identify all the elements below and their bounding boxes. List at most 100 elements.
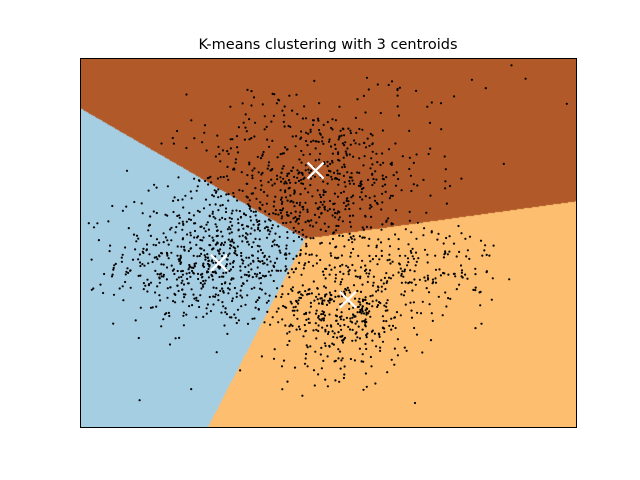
data-point — [221, 235, 224, 238]
data-point — [366, 302, 369, 305]
data-point — [241, 262, 244, 265]
data-point — [394, 233, 397, 236]
data-point — [162, 263, 165, 266]
data-point — [370, 330, 373, 333]
data-point — [340, 134, 343, 137]
data-point — [466, 249, 469, 252]
data-point — [356, 289, 359, 293]
data-point — [322, 273, 325, 276]
data-point — [279, 189, 282, 192]
data-point — [349, 143, 352, 146]
data-point — [207, 228, 210, 231]
data-point — [481, 254, 484, 257]
data-point — [324, 328, 327, 331]
data-point — [470, 78, 473, 81]
data-point — [328, 297, 332, 300]
data-point — [214, 203, 217, 206]
data-point — [283, 182, 286, 185]
data-point — [280, 295, 283, 299]
data-point — [240, 254, 243, 257]
data-point — [366, 332, 369, 335]
data-point — [217, 299, 220, 302]
data-point — [240, 251, 243, 255]
data-point — [413, 270, 416, 273]
data-point — [383, 304, 386, 307]
data-point — [182, 222, 185, 225]
data-point — [322, 319, 325, 322]
data-point — [361, 307, 364, 310]
data-point — [444, 168, 447, 171]
data-point — [386, 371, 389, 374]
data-point — [393, 347, 396, 350]
data-point — [202, 315, 205, 318]
data-point — [510, 64, 513, 67]
data-point — [190, 388, 193, 391]
data-point — [230, 212, 233, 215]
data-point — [309, 169, 313, 172]
data-point — [182, 283, 186, 286]
data-point — [217, 188, 220, 191]
data-point — [277, 307, 280, 310]
data-point — [265, 258, 269, 261]
data-point — [214, 223, 217, 226]
data-point — [484, 244, 487, 247]
data-point — [452, 242, 456, 245]
data-point — [298, 214, 301, 217]
data-point — [323, 295, 327, 298]
data-point — [290, 288, 293, 291]
data-point — [308, 171, 311, 174]
data-point — [254, 121, 257, 124]
data-point — [206, 253, 209, 256]
data-point — [267, 299, 270, 302]
data-point — [281, 293, 284, 296]
data-point — [349, 132, 352, 135]
data-point — [227, 287, 230, 290]
data-point — [284, 189, 287, 192]
data-point — [448, 184, 452, 188]
data-point — [216, 177, 219, 180]
data-point — [299, 201, 302, 204]
data-point — [314, 147, 317, 150]
data-point — [364, 318, 367, 321]
data-point — [320, 319, 323, 322]
data-point — [228, 288, 231, 291]
data-point — [281, 285, 284, 288]
data-point — [239, 289, 242, 292]
data-point — [259, 188, 262, 191]
data-point — [369, 167, 372, 170]
data-point — [254, 214, 257, 217]
data-point — [125, 205, 128, 208]
data-point — [325, 173, 329, 177]
data-point — [258, 287, 262, 290]
data-point — [142, 247, 145, 250]
data-point — [381, 315, 384, 318]
data-point — [357, 254, 360, 257]
data-point — [353, 359, 356, 362]
data-point — [369, 132, 372, 135]
data-point — [198, 305, 201, 309]
data-point — [364, 372, 367, 375]
data-point — [214, 261, 218, 264]
data-point — [343, 181, 346, 184]
data-point — [378, 258, 381, 261]
data-point — [399, 267, 402, 270]
data-point — [321, 140, 324, 143]
data-point — [369, 260, 372, 263]
plot-frame — [80, 58, 577, 428]
data-point — [351, 214, 355, 217]
data-point — [198, 210, 201, 213]
data-point — [223, 282, 227, 285]
data-point — [386, 280, 389, 283]
data-point — [205, 312, 208, 315]
data-point — [361, 320, 364, 323]
data-point — [121, 253, 124, 256]
data-point — [207, 176, 210, 179]
data-point — [283, 114, 286, 117]
data-point — [285, 196, 288, 199]
data-point — [273, 348, 276, 351]
data-point — [261, 171, 264, 174]
data-point — [352, 284, 356, 287]
data-point — [206, 221, 209, 224]
data-point — [263, 254, 266, 257]
data-point — [338, 380, 341, 383]
